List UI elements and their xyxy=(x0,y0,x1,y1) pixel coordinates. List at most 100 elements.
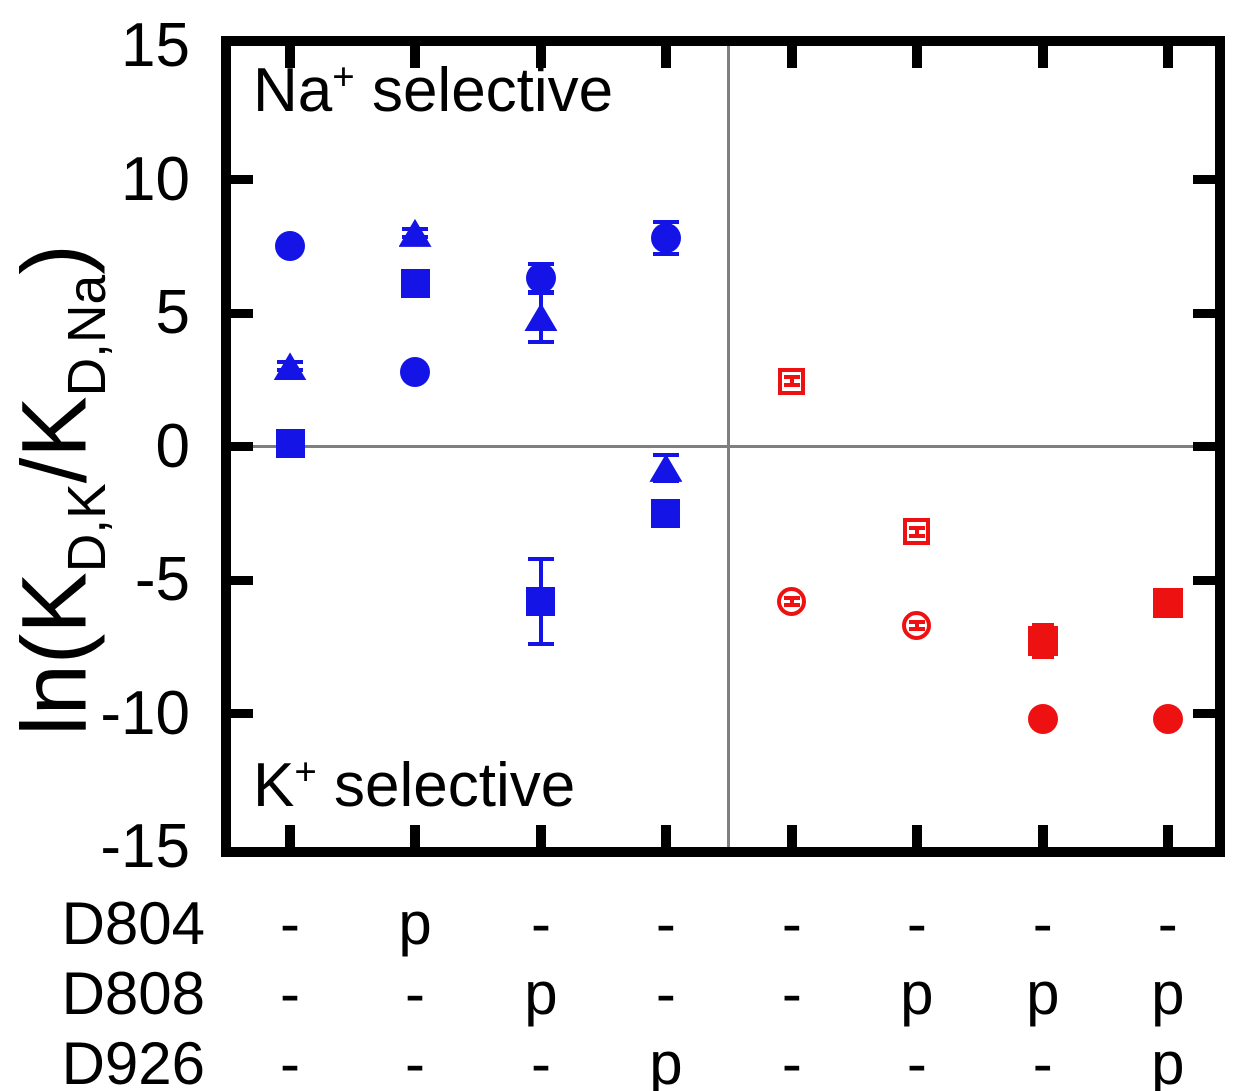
error-bar-cap-bottom xyxy=(527,642,554,647)
x-tick-bottom xyxy=(535,825,546,847)
y-axis-label: ln(KD,K/KD,Na) xyxy=(3,244,117,736)
x-tick-top xyxy=(660,46,671,68)
marker-red-open-circle xyxy=(777,586,807,616)
marker-red-circle xyxy=(1027,703,1058,734)
x-tick-bottom xyxy=(410,825,420,847)
marker-blue-triangle xyxy=(398,218,432,247)
table-cell: - xyxy=(655,960,676,1027)
table-cell: p xyxy=(1151,960,1185,1027)
table-cell: - xyxy=(280,960,301,1027)
error-bar-cap-top xyxy=(1031,623,1054,628)
plot-area: Na+ selective K+ selective xyxy=(221,36,1225,857)
annotation-text: Na xyxy=(253,56,333,125)
table-cell: p xyxy=(900,960,934,1027)
y-tick-label: -10 xyxy=(100,678,190,748)
x-tick-top xyxy=(535,46,546,68)
error-bar-line xyxy=(914,527,919,536)
marker-blue-triangle xyxy=(273,352,307,381)
y-tick-right xyxy=(1193,175,1215,184)
y-tick-label: 5 xyxy=(155,278,190,347)
x-tick-top xyxy=(410,46,420,68)
error-bar-cap-top xyxy=(908,525,925,530)
x-tick-top xyxy=(1162,46,1173,68)
marker-red-open-square xyxy=(778,367,806,395)
marker-red-square xyxy=(1027,626,1058,657)
annotation-na-selective: Na+ selective xyxy=(253,54,613,128)
x-tick-bottom xyxy=(660,825,671,847)
table-cell: - xyxy=(781,890,802,957)
y-tick-right xyxy=(1193,442,1215,451)
marker-blue-triangle xyxy=(649,453,683,482)
y-tick-label: -15 xyxy=(100,812,190,881)
y-tick-left xyxy=(231,709,253,718)
table-row-label: D926 xyxy=(61,1030,205,1091)
error-bar-cap-top xyxy=(783,375,800,380)
table-cell: - xyxy=(1032,890,1053,957)
x-tick-bottom xyxy=(1162,825,1173,847)
table-cell: p xyxy=(524,960,558,1027)
zero-line xyxy=(231,445,1215,448)
table-cell: p xyxy=(649,1030,683,1091)
marker-blue-circle xyxy=(275,231,306,262)
error-bar-cap-top xyxy=(527,556,554,561)
y-axis-label-part: /K xyxy=(3,396,106,484)
marker-red-open-circle xyxy=(902,610,932,640)
error-bar-cap-bottom xyxy=(908,533,925,538)
table-cell: p xyxy=(1026,960,1060,1027)
y-tick-left xyxy=(231,442,253,451)
x-tick-top xyxy=(911,46,922,68)
marker-blue-circle xyxy=(525,263,556,294)
table-cell: - xyxy=(405,960,425,1027)
table-cell: - xyxy=(280,1030,301,1091)
y-axis-label-part: ) xyxy=(3,244,106,275)
error-bar-cap-bottom xyxy=(527,340,554,345)
y-axis-label-part: ln(K xyxy=(3,572,106,736)
x-tick-bottom xyxy=(285,825,296,847)
y-tick-label: -5 xyxy=(134,545,190,614)
table-cell: - xyxy=(1032,1030,1053,1091)
table-cell: - xyxy=(906,1030,927,1091)
x-tick-bottom xyxy=(1037,825,1048,847)
y-axis-label-subscript: D,Na xyxy=(57,274,117,397)
x-tick-bottom xyxy=(911,825,922,847)
y-axis-label-subscript: D,K xyxy=(57,483,117,573)
table-cell: - xyxy=(906,890,927,957)
y-tick-right xyxy=(1193,308,1215,318)
y-tick-left xyxy=(231,175,253,184)
error-bar-cap-bottom xyxy=(652,252,679,257)
marker-blue-square xyxy=(275,429,305,459)
table-cell: - xyxy=(530,1030,551,1091)
error-bar-cap-bottom xyxy=(1031,655,1054,660)
plus-superscript: + xyxy=(332,55,355,99)
annotation-text: selective xyxy=(354,56,614,125)
annotation-k-selective: K+ selective xyxy=(253,749,575,823)
table-cell: - xyxy=(530,890,551,957)
table-cell: - xyxy=(781,1030,802,1091)
x-tick-top xyxy=(786,46,797,68)
error-bar-line xyxy=(789,377,794,386)
table-row-label: D808 xyxy=(61,960,205,1027)
y-tick-right xyxy=(1193,575,1215,585)
marker-blue-circle xyxy=(400,356,430,387)
table-cell: p xyxy=(1151,1030,1185,1091)
y-tick-left xyxy=(231,575,253,585)
table-cell: - xyxy=(781,960,802,1027)
annotation-text: selective xyxy=(316,751,576,820)
table-cell: - xyxy=(1157,890,1178,957)
plus-superscript: + xyxy=(294,750,317,794)
marker-red-square xyxy=(1152,587,1183,618)
table-cell: - xyxy=(655,890,676,957)
marker-blue-square xyxy=(400,269,430,299)
marker-red-open-square xyxy=(903,518,931,546)
x-tick-top xyxy=(1037,46,1048,68)
marker-red-circle xyxy=(1152,703,1183,734)
annotation-text: K xyxy=(253,751,295,820)
y-tick-label: 0 xyxy=(155,411,190,481)
marker-blue-circle xyxy=(650,223,681,254)
x-tick-top xyxy=(285,46,296,68)
y-tick-right xyxy=(1193,709,1215,718)
error-bar-cap-bottom xyxy=(783,383,800,388)
y-tick-left xyxy=(231,308,253,318)
marker-blue-triangle xyxy=(524,303,558,331)
